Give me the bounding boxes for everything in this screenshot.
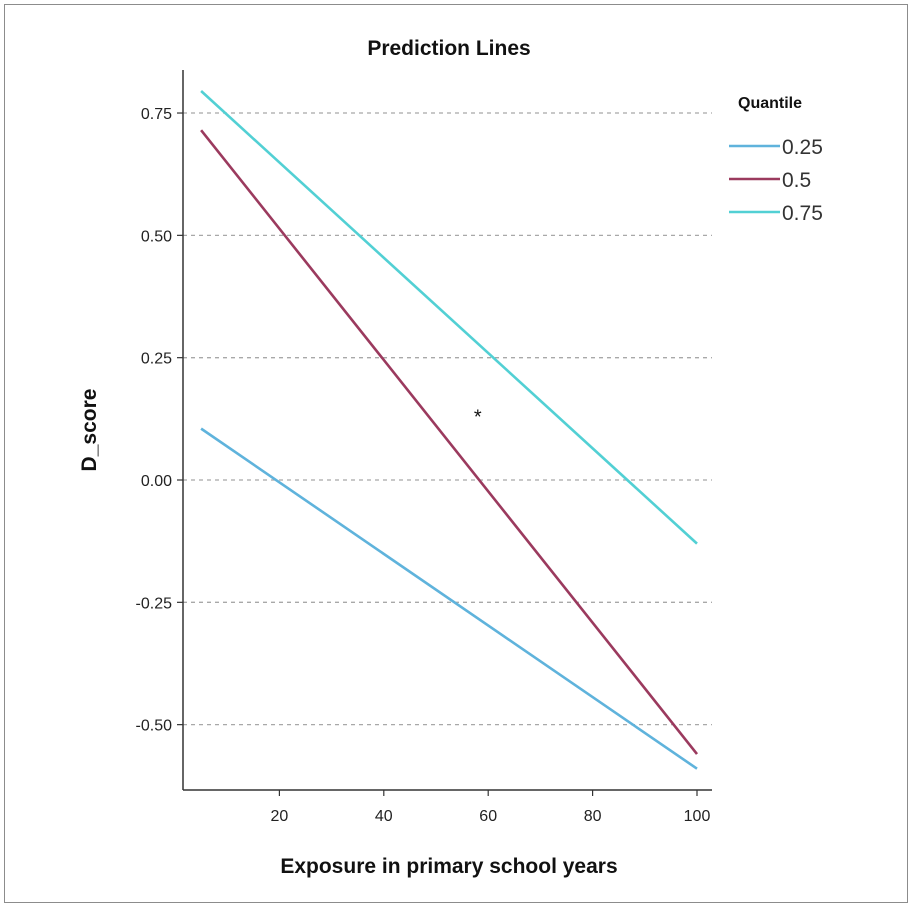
x-tick-label: 60 <box>479 808 497 825</box>
y-tick-label: 0.00 <box>141 473 172 490</box>
chart-title: Prediction Lines <box>367 37 530 60</box>
y-axis-label: D_score <box>78 389 101 472</box>
x-tick-label: 20 <box>271 808 289 825</box>
y-tick-label: -0.25 <box>136 595 173 612</box>
legend-title: Quantile <box>738 95 802 112</box>
y-tick-label: 0.75 <box>141 106 172 123</box>
series-line-0.5 <box>200 129 699 755</box>
x-tick-label: 40 <box>375 808 393 825</box>
legend: Quantile 0.25 0.5 0.75 <box>729 95 823 225</box>
axes <box>182 70 712 791</box>
grid-lines <box>183 112 712 726</box>
legend-label-0.25: 0.25 <box>782 136 823 159</box>
x-ticks: 20 40 60 80 100 <box>271 790 711 825</box>
series-lines <box>200 90 699 770</box>
legend-label-0.75: 0.75 <box>782 202 823 225</box>
annotation-asterisk: * <box>474 406 482 428</box>
series-line-0.75 <box>200 90 698 545</box>
series-line-0.25 <box>200 427 698 770</box>
legend-label-0.5: 0.5 <box>782 169 811 192</box>
x-tick-label: 80 <box>584 808 602 825</box>
x-axis-label: Exposure in primary school years <box>280 855 617 878</box>
y-tick-label: 0.50 <box>141 228 172 245</box>
y-ticks: 0.75 0.50 0.25 0.00 -0.25 -0.50 <box>136 106 183 735</box>
x-tick-label: 100 <box>684 808 711 825</box>
y-tick-label: -0.50 <box>136 718 173 735</box>
y-tick-label: 0.25 <box>141 351 172 368</box>
chart-frame <box>4 4 908 903</box>
